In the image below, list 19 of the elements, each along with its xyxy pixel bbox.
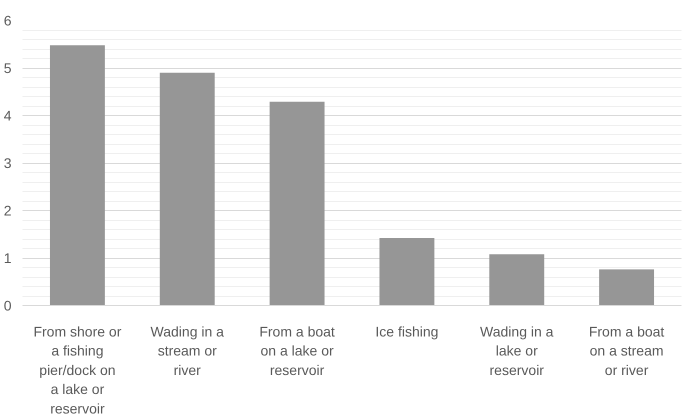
x-tick-label: Ice fishing <box>375 324 438 340</box>
x-tick-label: Wading in a stream or river <box>150 324 224 378</box>
bar <box>270 102 325 306</box>
y-tick-label: 3 <box>4 155 12 171</box>
y-tick-label: 1 <box>4 250 12 266</box>
y-tick-label: 2 <box>4 202 12 218</box>
x-tick-label: From a boat on a lake or reservoir <box>259 324 335 378</box>
y-tick-label: 5 <box>4 60 12 76</box>
y-tick-label: 4 <box>4 108 12 124</box>
bar <box>50 45 105 306</box>
y-tick-label: 6 <box>4 12 12 28</box>
x-tick-label: From shore or a fishing pier/dock on a lake or reservoir <box>33 324 122 416</box>
bar <box>599 269 654 306</box>
bar <box>489 254 544 306</box>
y-tick-label: 0 <box>4 298 12 314</box>
bar <box>379 238 434 306</box>
x-tick-label: Wading in a lake or reservoir <box>480 324 554 378</box>
bar <box>160 72 215 306</box>
x-tick-label: From a boat on a stream or river <box>588 324 664 378</box>
